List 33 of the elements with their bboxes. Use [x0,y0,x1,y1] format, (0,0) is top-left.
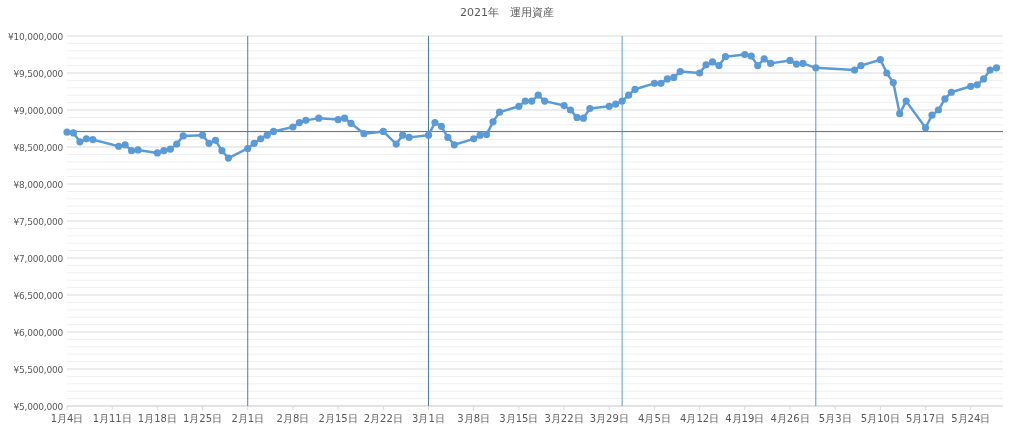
x-tick-label: 1月25日 [183,413,223,424]
y-tick-label: ¥7,500,000 [13,216,64,227]
x-tick-label: 2月8日 [276,413,310,424]
x-tick-label: 5月17日 [905,413,946,424]
x-tick-label: 4月19日 [725,413,765,424]
x-tick-label: 5月3日 [818,413,852,424]
x-tick-label: 4月26日 [770,413,810,424]
x-tick-label: 4月12日 [680,413,720,424]
x-tick-label: 5月24日 [951,413,991,424]
y-tick-label: ¥5,000,000 [13,401,64,412]
y-tick-label: ¥9,000,000 [13,105,64,116]
x-tick-label: 4月5日 [638,413,671,424]
y-tick-label: ¥8,000,000 [13,179,64,190]
y-tick-label: ¥8,500,000 [13,142,64,153]
x-tick-label: 5月10日 [860,413,900,424]
x-tick-label: 3月15日 [499,413,539,424]
y-tick-label: ¥10,000,000 [7,31,64,42]
x-tick-label: 2月22日 [363,413,403,424]
x-tick-label: 2月15日 [318,413,358,424]
y-tick-label: ¥9,500,000 [13,68,64,79]
x-tick-label: 3月1日 [412,413,445,424]
x-tick-label: 3月8日 [457,413,491,424]
x-tick-label: 1月18日 [137,413,177,424]
y-tick-label: ¥6,000,000 [13,327,64,338]
chart-title: 2021年 運用資産 [460,6,554,19]
y-tick-label: ¥7,000,000 [13,253,64,264]
x-tick-label: 3月22日 [544,413,584,424]
y-tick-label: ¥5,500,000 [13,364,64,375]
y-tick-label: ¥6,500,000 [13,290,64,301]
x-tick-label: 1月11日 [92,413,132,424]
x-tick-label: 3月29日 [589,413,629,424]
x-tick-label: 1月4日 [50,413,84,424]
x-tick-label: 2月1日 [231,413,265,424]
